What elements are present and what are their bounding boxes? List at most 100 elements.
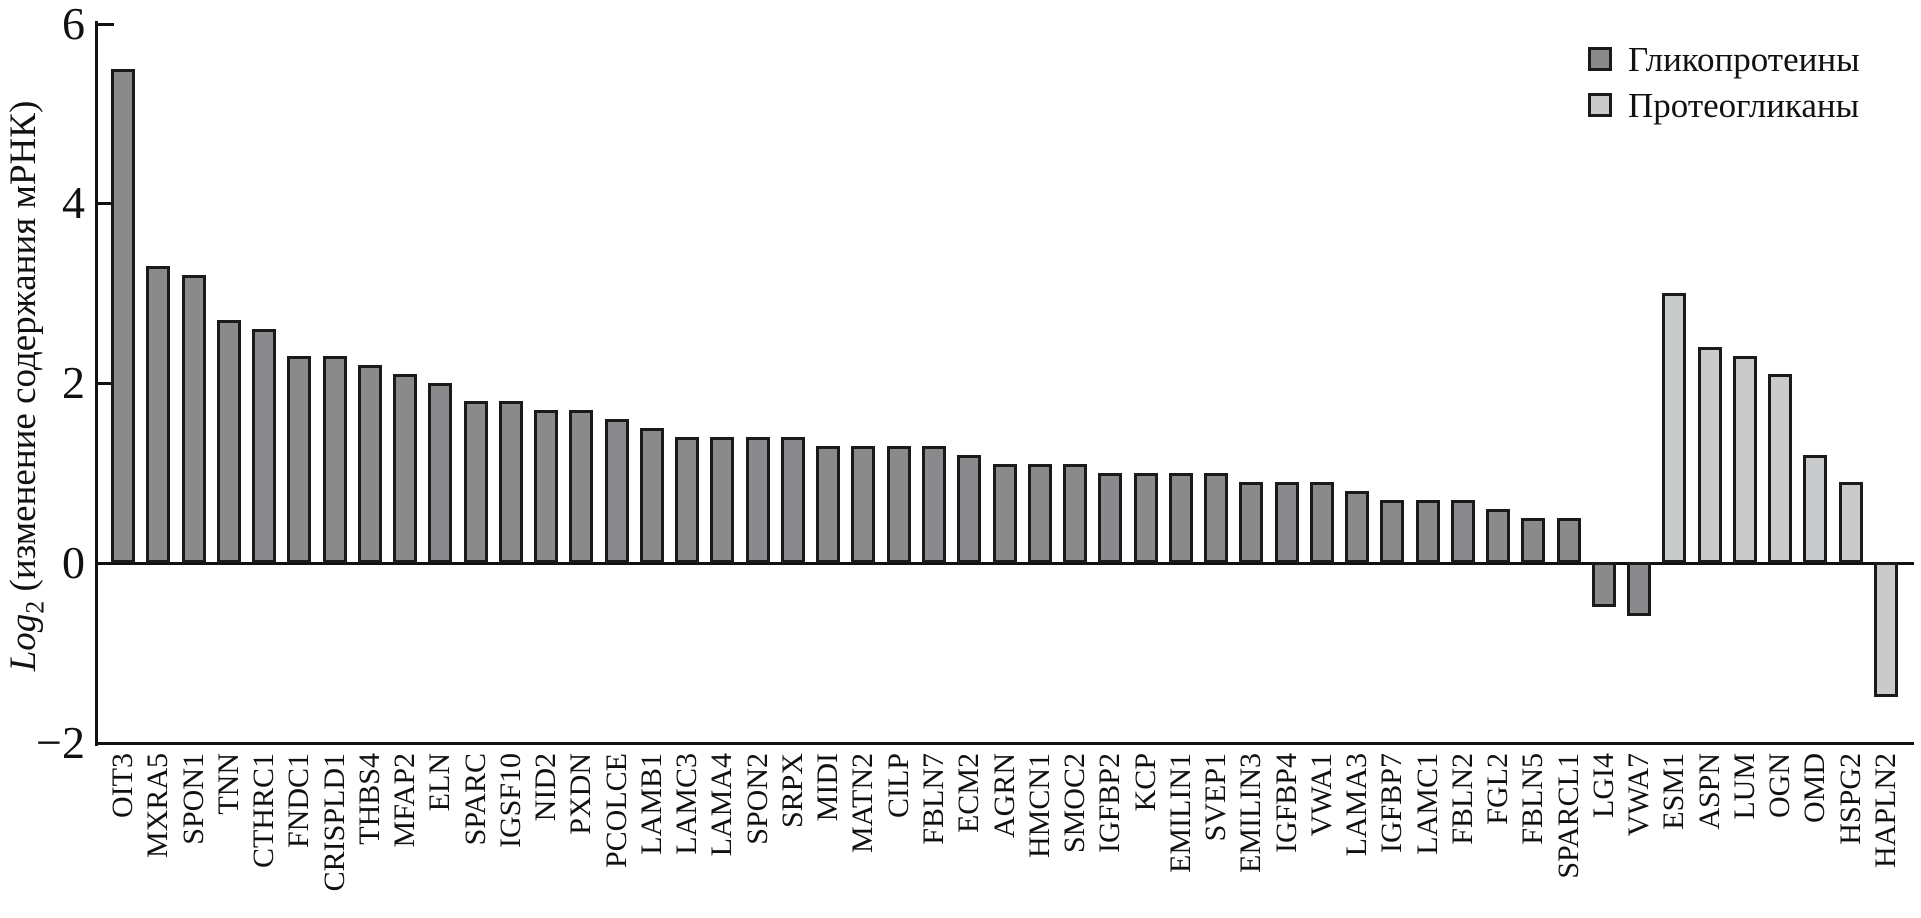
x-label-LAMA3: LAMA3 [1340,752,1373,857]
bar-OIT3 [111,69,135,563]
x-label-IGFBP2: IGFBP2 [1093,752,1126,853]
bar-PXDN [569,410,593,563]
y-axis-line [95,20,98,746]
x-label-SRPX: SRPX [776,752,809,828]
x-label-ECM2: ECM2 [952,752,985,833]
bar-CTHRC1 [252,329,276,563]
legend: Гликопротеины Протеогликаны [1588,36,1860,128]
bar-CRISPLD1 [323,356,347,563]
x-label-SPON1: SPON1 [177,752,210,845]
y-tick-6 [98,22,114,26]
legend-label-glycoproteins: Гликопротеины [1628,39,1860,79]
y-tick-label-−2: −2 [36,716,85,768]
bar-LUM [1733,356,1757,563]
zero-baseline [95,562,1914,565]
bar-CILP [887,446,911,563]
x-label-SPARC: SPARC [459,752,492,846]
x-label-MFAP2: MFAP2 [388,752,421,848]
y-axis-title-subscript: 2 [20,600,50,614]
x-label-EMILIN1: EMILIN1 [1164,752,1197,873]
y-tick-4 [98,202,114,206]
bar-LAMA3 [1345,491,1369,563]
legend-label-proteoglycans: Протеогликаны [1628,85,1860,125]
y-tick-2 [98,382,114,386]
x-label-LAMA4: LAMA4 [705,752,738,857]
bar-HMCN1 [1028,464,1052,563]
x-label-CRISPLD1: CRISPLD1 [318,752,351,892]
bar-MIDI [816,446,840,563]
bar-PCOLCE [605,419,629,563]
y-tick-label-4: 4 [62,177,85,229]
bar-TNN [217,320,241,563]
bar-LAMA4 [710,437,734,563]
bar-IGSF10 [499,401,523,563]
bar-LAMC3 [675,437,699,563]
x-label-IGFBP4: IGFBP4 [1270,752,1303,853]
bar-SPARCL1 [1557,518,1581,563]
x-label-SVEP1: SVEP1 [1199,752,1232,842]
x-label-SMOC2: SMOC2 [1058,752,1091,853]
bar-IGFBP2 [1098,473,1122,563]
x-label-THBS4: THBS4 [353,752,386,845]
bar-ASPN [1698,347,1722,563]
x-label-ESM1: ESM1 [1657,752,1690,830]
x-label-CILP: CILP [882,752,915,818]
x-label-FNDC1: FNDC1 [282,752,315,848]
proteoglycans-swatch-icon [1588,93,1612,117]
x-label-AGRN: AGRN [988,752,1021,838]
bar-SPON2 [746,437,770,563]
x-label-PXDN: PXDN [564,752,597,835]
bar-VWA7 [1627,562,1651,616]
bar-MXRA5 [146,266,170,563]
x-label-CTHRC1: CTHRC1 [247,752,280,868]
x-label-HAPLN2: HAPLN2 [1869,752,1902,868]
x-label-FBLN2: FBLN2 [1446,752,1479,845]
x-label-ASPN: ASPN [1693,752,1726,830]
bar-SPON1 [182,275,206,563]
x-label-KCP: KCP [1129,752,1162,812]
legend-item-glycoproteins: Гликопротеины [1588,36,1860,82]
bar-SRPX [781,437,805,563]
y-tick-label-2: 2 [62,357,85,409]
x-label-NID2: NID2 [529,752,562,822]
x-label-FBLN7: FBLN7 [917,752,950,845]
x-label-MIDI: MIDI [811,752,844,822]
x-label-VWA7: VWA7 [1622,752,1655,837]
bar-THBS4 [358,365,382,563]
x-label-FGL2: FGL2 [1481,752,1514,825]
x-label-SPARCL1: SPARCL1 [1552,752,1585,879]
x-label-IGSF10: IGSF10 [494,752,527,848]
bar-FBLN2 [1451,500,1475,563]
bar-NID2 [534,410,558,563]
x-label-MATN2: MATN2 [846,752,879,853]
glycoproteins-swatch-icon [1588,47,1612,71]
bar-EMILIN1 [1169,473,1193,563]
bar-OMD [1803,455,1827,563]
x-label-HMCN1: HMCN1 [1023,752,1056,858]
bar-AGRN [993,464,1017,563]
bar-LAMB1 [640,428,664,563]
bar-ESM1 [1662,293,1686,563]
legend-item-proteoglycans: Протеогликаны [1588,82,1860,128]
bar-MFAP2 [393,374,417,563]
bar-FNDC1 [287,356,311,563]
bar-ECM2 [957,455,981,563]
y-axis-title-log: Log [3,613,44,672]
y-tick-label-0: 0 [62,537,85,588]
x-label-LUM: LUM [1728,752,1761,820]
x-label-EMILIN3: EMILIN3 [1234,752,1267,873]
bar-ELN [428,383,452,563]
bar-FBLN5 [1521,518,1545,563]
bar-VWA1 [1310,482,1334,563]
bar-FBLN7 [922,446,946,563]
bar-MATN2 [851,446,875,563]
x-label-IGFBP7: IGFBP7 [1375,752,1408,853]
bar-HSPG2 [1839,482,1863,563]
bar-SVEP1 [1204,473,1228,563]
bar-IGFBP4 [1275,482,1299,563]
y-axis-title-text: (изменение содержания мРНК) [3,100,44,601]
bar-OGN [1768,374,1792,563]
x-label-LAMB1: LAMB1 [635,752,668,855]
bar-HAPLN2 [1874,562,1898,697]
